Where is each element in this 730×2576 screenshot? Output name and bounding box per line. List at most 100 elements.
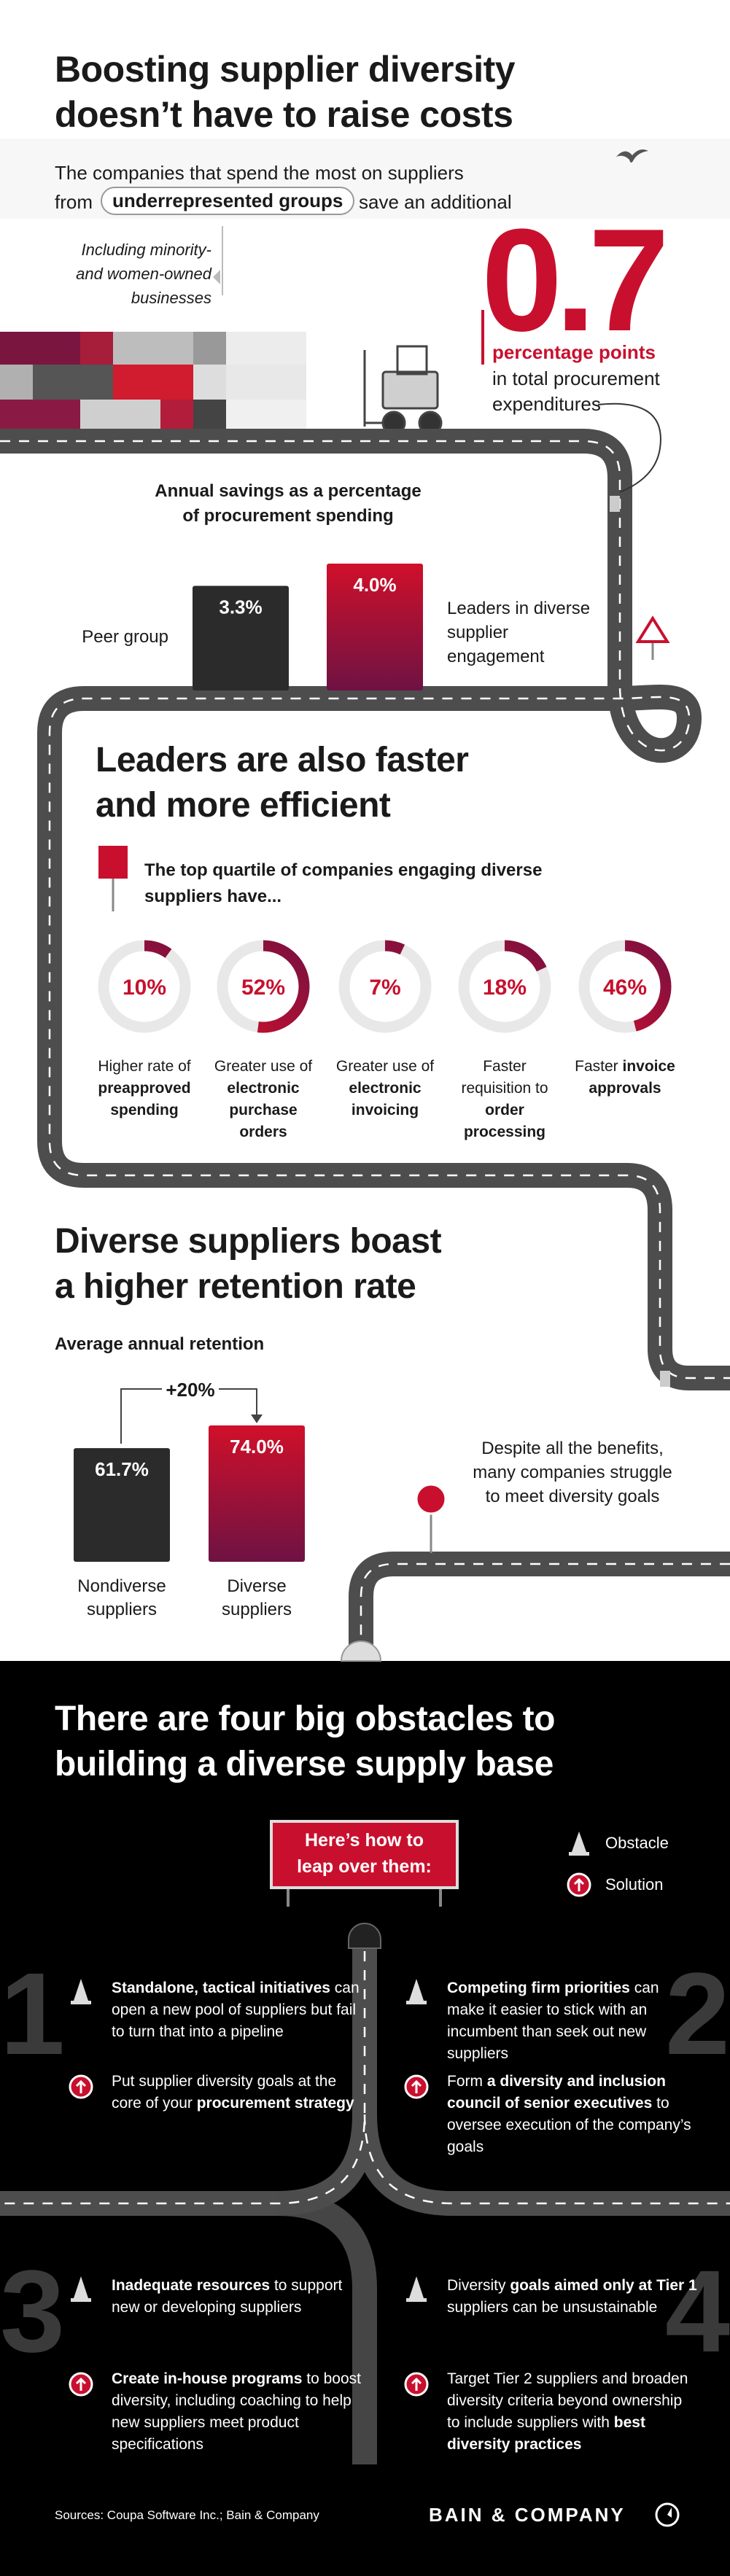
- road-signs: [98, 496, 670, 1553]
- text-run: Put supplier diversity goals at the core…: [112, 2073, 337, 2112]
- donut-arc: [98, 940, 191, 1033]
- legend-entry: Solution: [605, 1875, 664, 1894]
- donut-arc: [217, 940, 310, 1033]
- donut-label: 18%: [483, 976, 527, 1000]
- solution-icon: [75, 2377, 87, 2391]
- obstacle-icon: [71, 2001, 91, 2004]
- obstacle-icon: [71, 2298, 91, 2302]
- donut-description: Faster requisition to order processing: [446, 1056, 563, 1143]
- text-run: goals aimed only at Tier 1: [510, 2277, 697, 2294]
- sign-text: leap over them:: [297, 1856, 432, 1877]
- text-run: to boost diversity, including coaching t…: [112, 2370, 361, 2453]
- text-run: Competing firm priorities: [447, 1980, 630, 1996]
- intro: from: [55, 191, 93, 213]
- text-run: Diversity: [447, 2277, 506, 2294]
- brand-logo: [667, 2507, 672, 2518]
- solution-icon: [75, 2079, 87, 2093]
- item-number: 2: [665, 1948, 730, 2079]
- brand-logo: [655, 2502, 680, 2527]
- item-number: 1: [0, 1948, 65, 2079]
- section-title: There are four big obstacles to: [55, 1700, 555, 1738]
- obstacle-text: Diversity goals aimed only at Tier 1 sup…: [447, 2275, 699, 2319]
- solution-text: Form a diversity and inclusion council o…: [447, 2071, 699, 2158]
- value-label: 61.7%: [95, 1458, 149, 1480]
- obstacle-text: Competing firm priorities can make it ea…: [447, 1977, 699, 2065]
- text-run: preapproved spending: [98, 1080, 191, 1118]
- bar: [209, 1425, 305, 1562]
- intro: save an additional: [359, 191, 512, 213]
- chart-title: of procurement spending: [182, 506, 394, 526]
- bird: [616, 149, 648, 163]
- text-run: electronic invoicing: [349, 1080, 422, 1118]
- obstacle-text: Standalone, tactical initiatives can ope…: [112, 1977, 363, 2043]
- solution-text: Put supplier diversity goals at the core…: [112, 2071, 363, 2114]
- text-run: best diversity practices: [447, 2414, 645, 2453]
- intro: The companies that spend the most on sup…: [55, 162, 464, 184]
- note: businesses: [131, 289, 211, 307]
- intro-tag: underrepresented groups: [101, 187, 355, 215]
- legend-icons: [567, 1832, 591, 1897]
- item-number: 4: [665, 2246, 730, 2376]
- section-title: building a diverse supply base: [55, 1745, 554, 1783]
- note: and women-owned: [76, 265, 211, 283]
- obstacle-text: Inadequate resources to support new or d…: [112, 2275, 363, 2319]
- sign: [270, 1820, 459, 1907]
- section-title: Diverse suppliers boast: [55, 1222, 442, 1261]
- highlight-text: in total procurement: [492, 367, 660, 389]
- road: [0, 429, 730, 2464]
- containers: [0, 332, 306, 436]
- donut-description: Greater use of electronic invoicing: [327, 1056, 443, 1121]
- obstacle-icon: [409, 2276, 424, 2298]
- donut-description: Higher rate of preapproved spending: [86, 1056, 203, 1121]
- category-label: Nondiverse suppliers: [77, 1576, 166, 1619]
- bar: [327, 564, 423, 690]
- donut-arc: [338, 940, 432, 1033]
- donut-description: Greater use of electronic purchase order…: [205, 1056, 322, 1143]
- note: Despite all the benefits, many companies…: [473, 1439, 672, 1506]
- obstacle-icon: [74, 1979, 88, 2001]
- category-label: Diverse suppliers: [221, 1576, 292, 1619]
- obstacle-icon: [74, 2276, 88, 2298]
- donut-label: 7%: [369, 976, 400, 1000]
- obstacle-icon: [406, 2001, 427, 2004]
- text-run: electronic purchase orders: [227, 1080, 300, 1140]
- text-run: invoice approvals: [589, 1058, 675, 1097]
- section-title: a higher retention rate: [55, 1267, 416, 1306]
- bar: [193, 585, 289, 690]
- text-run: to support new or developing suppliers: [112, 2277, 343, 2316]
- sources: Sources: Coupa Software Inc.; Bain & Com…: [55, 2508, 319, 2522]
- highlight-unit: percentage points: [492, 341, 656, 363]
- item-number: 3: [0, 2246, 65, 2376]
- solution-icon: [411, 2377, 422, 2391]
- category-label: Leaders in diverse supplier engagement: [447, 599, 591, 666]
- text-run: Faster requisition to: [461, 1058, 548, 1097]
- text-run: can make it easier to stick with an incu…: [447, 1980, 659, 2062]
- bracket: [120, 1388, 257, 1444]
- obstacle-icon: [409, 1979, 424, 2001]
- solution-icon: [411, 2079, 422, 2093]
- text-run: a diversity and inclusion council of sen…: [447, 2073, 666, 2112]
- chart-title: Average annual retention: [55, 1334, 265, 1354]
- text-run: Inadequate resources: [112, 2277, 271, 2294]
- donut-arc: [458, 940, 551, 1033]
- subtitle: suppliers have...: [144, 887, 282, 906]
- value-label: 74.0%: [230, 1436, 284, 1458]
- text-run: Higher rate of: [98, 1058, 191, 1075]
- text-run: Create in-house programs: [112, 2370, 303, 2387]
- text-run: Greater use of: [214, 1058, 313, 1075]
- text-run: procurement strategy: [196, 2095, 354, 2112]
- highlight-text: expenditures: [492, 393, 601, 415]
- bar: [74, 1448, 170, 1562]
- donut-label: 52%: [241, 976, 285, 1000]
- section-title: and more efficient: [96, 786, 391, 825]
- text-run: Form: [447, 2073, 483, 2090]
- text-run: Greater use of: [335, 1058, 435, 1075]
- title: Boosting supplier diversity: [55, 49, 516, 90]
- text-run: to oversee execution of the company’s go…: [447, 2095, 691, 2155]
- value-label: 3.3%: [219, 596, 262, 618]
- donut-description: Faster invoice approvals: [567, 1056, 683, 1100]
- connector: [597, 402, 661, 493]
- title: doesn’t have to raise costs: [55, 94, 513, 135]
